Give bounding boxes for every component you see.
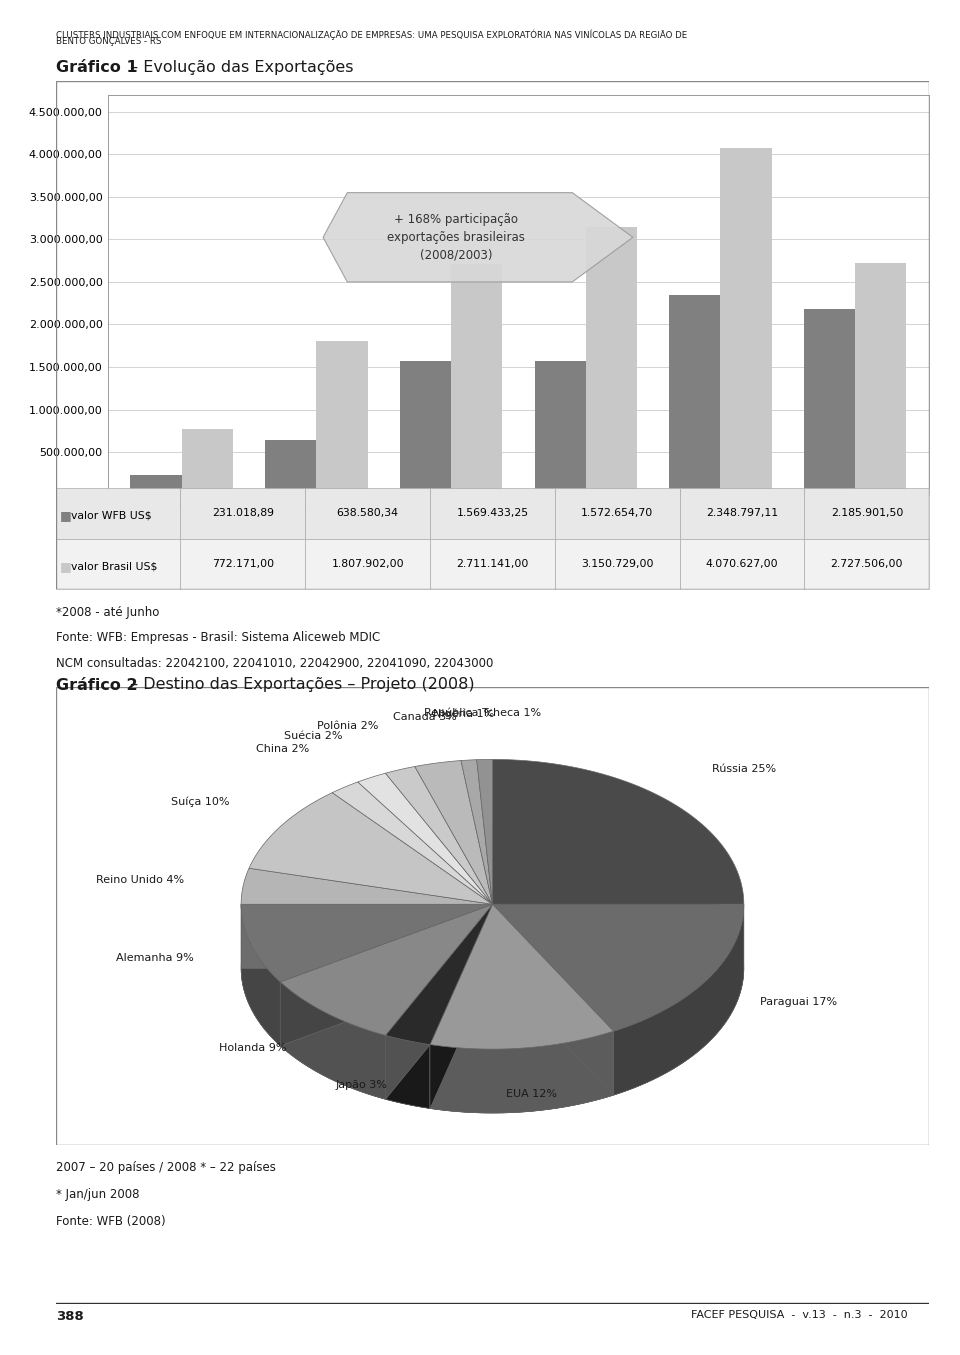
Polygon shape	[249, 856, 492, 969]
Bar	[451, 264, 502, 495]
Text: ■: ■	[60, 560, 72, 573]
Polygon shape	[241, 932, 492, 969]
Polygon shape	[386, 904, 492, 1045]
Polygon shape	[415, 760, 492, 904]
Polygon shape	[324, 192, 633, 282]
Text: Holanda 9%: Holanda 9%	[219, 1043, 287, 1053]
Polygon shape	[280, 982, 386, 1099]
Polygon shape	[415, 824, 492, 969]
Text: Gráfico 1: Gráfico 1	[56, 60, 137, 75]
Text: Japão 3%: Japão 3%	[335, 1080, 387, 1089]
Text: Canadá 3%: Canadá 3%	[393, 713, 457, 722]
Bar	[317, 341, 368, 495]
Polygon shape	[386, 1035, 430, 1108]
Polygon shape	[430, 969, 613, 1112]
Polygon shape	[477, 759, 492, 904]
Bar	[400, 360, 451, 495]
Text: – Destino das Exportações – Projeto (2008): – Destino das Exportações – Projeto (200…	[125, 678, 474, 692]
Polygon shape	[492, 824, 744, 969]
Polygon shape	[358, 774, 492, 904]
Polygon shape	[241, 904, 492, 969]
Bar	[535, 360, 586, 495]
Polygon shape	[241, 904, 492, 969]
Polygon shape	[492, 759, 744, 904]
Text: – Evolução das Exportações: – Evolução das Exportações	[125, 60, 353, 75]
Text: 388: 388	[56, 1310, 84, 1324]
Polygon shape	[492, 904, 613, 1095]
Bar	[586, 226, 636, 495]
Polygon shape	[430, 904, 492, 1108]
Text: Fonte: WFB (2008): Fonte: WFB (2008)	[56, 1215, 165, 1229]
Text: Reino Unido 4%: Reino Unido 4%	[96, 875, 184, 885]
Text: * Jan/jun 2008: * Jan/jun 2008	[56, 1188, 139, 1202]
Polygon shape	[358, 837, 492, 969]
Text: Suíça 10%: Suíça 10%	[172, 797, 229, 806]
Text: FACEF PESQUISA  -  v.13  -  n.3  -  2010: FACEF PESQUISA - v.13 - n.3 - 2010	[690, 1310, 907, 1320]
Polygon shape	[280, 904, 492, 1035]
Bar	[855, 263, 906, 495]
Text: Polônia 2%: Polônia 2%	[317, 721, 378, 730]
Polygon shape	[249, 793, 492, 904]
Polygon shape	[332, 782, 492, 904]
Polygon shape	[613, 906, 744, 1095]
Bar	[265, 440, 317, 495]
Polygon shape	[430, 1031, 613, 1112]
Polygon shape	[386, 904, 492, 1099]
Polygon shape	[280, 982, 386, 1099]
Polygon shape	[430, 904, 492, 1108]
Text: CLUSTERS INDUSTRIAIS COM ENFOQUE EM INTERNACIONALIZAÇÃO DE EMPRESAS: UMA PESQUIS: CLUSTERS INDUSTRIAIS COM ENFOQUE EM INTE…	[56, 28, 687, 39]
Bar	[669, 295, 720, 495]
Text: *2008 - até Junho: *2008 - até Junho	[56, 606, 159, 619]
Text: China 2%: China 2%	[256, 744, 310, 755]
Polygon shape	[241, 869, 492, 904]
Text: + 168% participação
exportações brasileiras
(2008/2003): + 168% participação exportações brasilei…	[387, 213, 525, 262]
Polygon shape	[241, 969, 492, 1046]
Text: NCM consultadas: 22042100, 22041010, 22042900, 22041090, 22043000: NCM consultadas: 22042100, 22041010, 220…	[56, 657, 493, 671]
Polygon shape	[280, 904, 492, 1046]
Polygon shape	[280, 969, 492, 1099]
Polygon shape	[477, 824, 492, 969]
Text: Fonte: WFB: Empresas - Brasil: Sistema Aliceweb MDIC: Fonte: WFB: Empresas - Brasil: Sistema A…	[56, 631, 380, 645]
Text: ■: ■	[60, 508, 72, 522]
Polygon shape	[461, 760, 492, 904]
Text: Gráfico 2: Gráfico 2	[56, 678, 137, 692]
Polygon shape	[430, 1031, 613, 1112]
Polygon shape	[332, 846, 492, 969]
Polygon shape	[386, 767, 492, 904]
Bar	[181, 430, 233, 495]
Text: valor Brasil US$: valor Brasil US$	[71, 561, 157, 570]
Polygon shape	[241, 904, 280, 1046]
Text: Suécia 2%: Suécia 2%	[284, 732, 343, 741]
Text: Alemanha 9%: Alemanha 9%	[116, 953, 194, 963]
Text: valor WFB US$: valor WFB US$	[71, 511, 152, 520]
Text: EUA 12%: EUA 12%	[506, 1089, 557, 1099]
Polygon shape	[492, 969, 744, 1095]
Bar	[804, 309, 855, 495]
Polygon shape	[280, 904, 492, 1046]
Polygon shape	[386, 904, 492, 1099]
Polygon shape	[241, 904, 492, 982]
Polygon shape	[613, 904, 744, 1095]
Polygon shape	[386, 1035, 430, 1108]
Text: BENTO GONÇALVES - RS: BENTO GONÇALVES - RS	[56, 38, 161, 46]
Polygon shape	[386, 831, 492, 969]
Polygon shape	[386, 969, 492, 1108]
Polygon shape	[461, 824, 492, 969]
Polygon shape	[241, 904, 280, 1046]
Text: Rússia 25%: Rússia 25%	[712, 764, 777, 774]
Polygon shape	[430, 904, 613, 1049]
Text: 2007 – 20 países / 2008 * – 22 países: 2007 – 20 países / 2008 * – 22 países	[56, 1161, 276, 1175]
Text: Nigéria 1%: Nigéria 1%	[433, 709, 493, 718]
Polygon shape	[492, 904, 744, 1031]
Bar	[720, 149, 772, 495]
Text: República Tcheca 1%: República Tcheca 1%	[424, 707, 541, 718]
Text: Paraguai 17%: Paraguai 17%	[760, 997, 837, 1007]
Polygon shape	[492, 904, 613, 1095]
Bar	[131, 474, 181, 495]
